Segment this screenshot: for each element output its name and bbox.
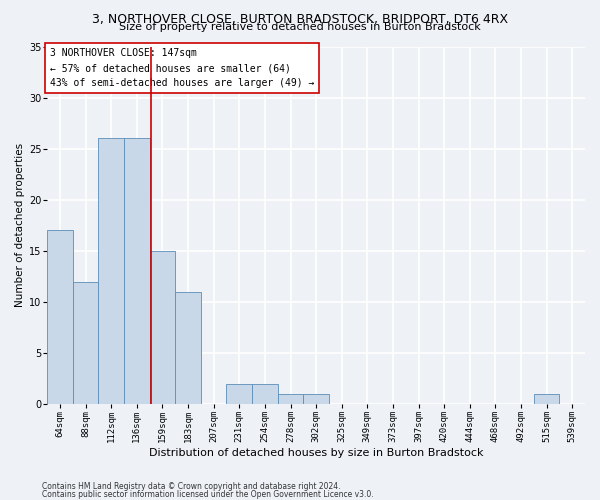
Bar	[534, 394, 559, 404]
Bar	[304, 394, 329, 404]
Bar	[73, 282, 98, 404]
X-axis label: Distribution of detached houses by size in Burton Bradstock: Distribution of detached houses by size …	[149, 448, 484, 458]
Bar	[149, 251, 175, 404]
Text: Contains HM Land Registry data © Crown copyright and database right 2024.: Contains HM Land Registry data © Crown c…	[42, 482, 341, 491]
Text: 3 NORTHOVER CLOSE: 147sqm
← 57% of detached houses are smaller (64)
43% of semi-: 3 NORTHOVER CLOSE: 147sqm ← 57% of detac…	[50, 48, 314, 88]
Text: Contains public sector information licensed under the Open Government Licence v3: Contains public sector information licen…	[42, 490, 374, 499]
Text: Size of property relative to detached houses in Burton Bradstock: Size of property relative to detached ho…	[119, 22, 481, 32]
Bar	[175, 292, 201, 404]
Bar	[98, 138, 124, 404]
Bar	[278, 394, 304, 404]
Bar	[124, 138, 149, 404]
Bar	[47, 230, 73, 404]
Y-axis label: Number of detached properties: Number of detached properties	[15, 144, 25, 308]
Text: 3, NORTHOVER CLOSE, BURTON BRADSTOCK, BRIDPORT, DT6 4RX: 3, NORTHOVER CLOSE, BURTON BRADSTOCK, BR…	[92, 12, 508, 26]
Bar	[226, 384, 252, 404]
Bar	[252, 384, 278, 404]
